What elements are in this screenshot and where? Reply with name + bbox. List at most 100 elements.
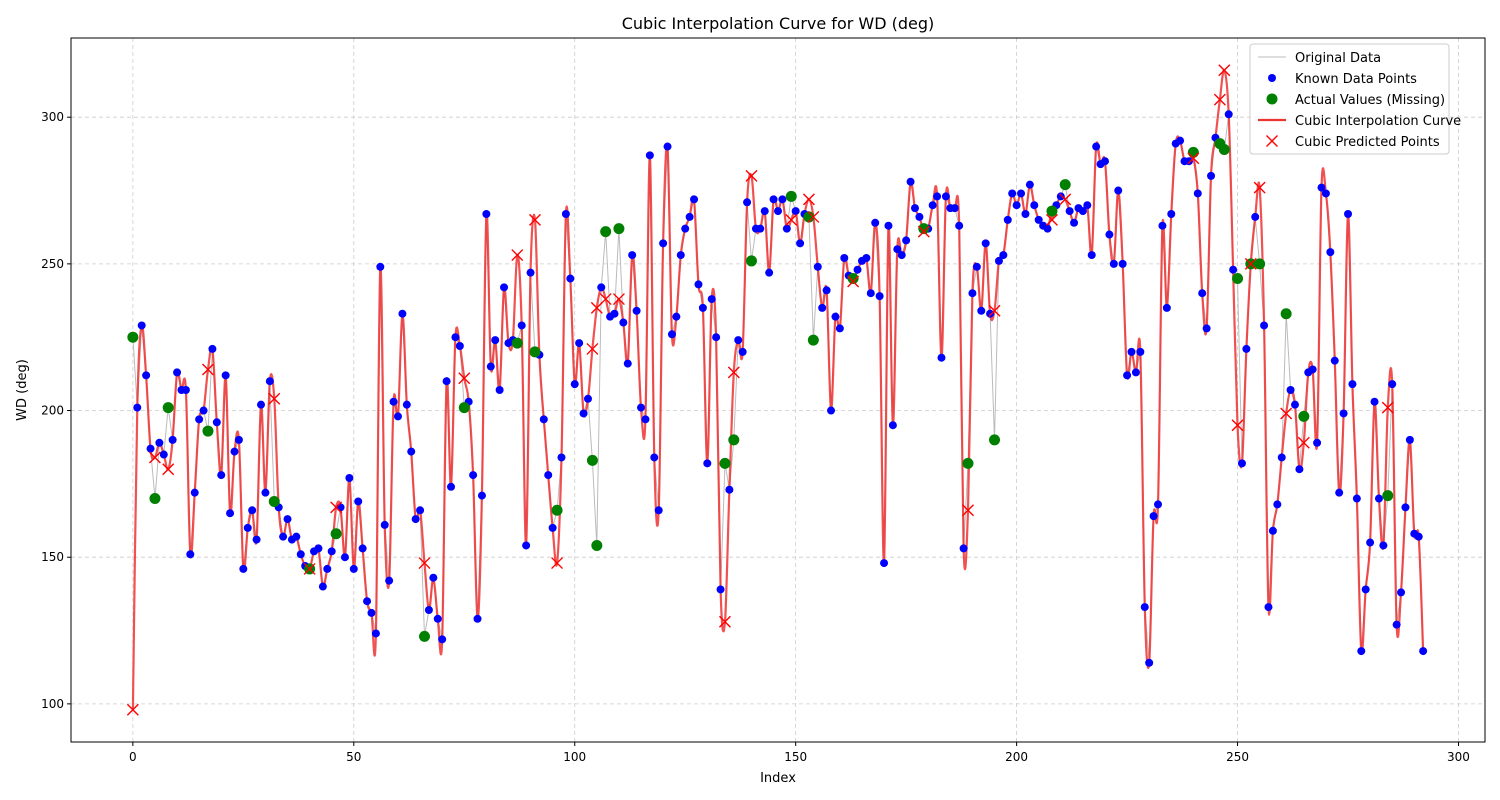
x-tick-label: 100 [563,750,586,764]
known-data-point [579,409,588,418]
known-data-point [438,635,447,644]
known-data-point [685,212,694,221]
known-data-point [619,318,628,327]
actual-missing-point [529,346,541,358]
cubic-predicted-point [785,213,798,226]
known-data-point [1070,218,1079,227]
known-data-point [429,573,438,582]
known-data-point [774,207,782,216]
known-data-point [314,544,323,553]
actual-missing-point [586,454,598,466]
known-data-point [778,195,787,204]
known-data-point [327,547,336,556]
known-data-point [402,400,411,409]
known-data-point [221,371,230,380]
known-data-point [243,523,252,532]
cubic-predicted-point [268,392,281,405]
actual-missing-point [1254,258,1266,270]
legend-marker-actual [1266,93,1278,105]
cubic-predicted-point [599,293,612,306]
known-data-point [473,614,482,623]
cubic-predicted-point [551,557,564,570]
cubic-predicted-point [745,169,758,182]
known-data-point [482,210,491,218]
cubic-predicted-point [1231,419,1244,432]
known-data-point [561,210,570,218]
known-data-point [517,321,526,330]
known-data-point [977,306,986,315]
y-tick-label: 100 [41,697,64,711]
known-data-point [283,515,292,524]
known-data-point [416,506,425,515]
grid [71,38,1485,742]
known-data-point [1370,397,1379,406]
known-data-point [389,397,398,406]
actual-missing-point [807,334,819,346]
known-data-point [1034,215,1043,224]
cubic-predicted-point [148,451,161,464]
known-data-point [650,453,659,462]
known-data-point [690,195,699,204]
known-data-point [1388,380,1397,389]
actual-missing-point [613,223,625,235]
known-data-point [915,212,924,221]
known-data-point [371,629,380,638]
known-data-point [340,553,349,562]
cubic-predicted-point [162,463,175,476]
known-data-point [570,380,579,389]
legend-box [1249,43,1450,155]
known-data-point [1308,365,1317,374]
known-data-point [557,453,566,462]
known-data-point [628,251,637,260]
known-data-point [1237,459,1246,468]
actual-missing-point [803,211,815,223]
known-data-point [1083,201,1092,210]
known-data-point [146,444,155,453]
known-data-point [707,295,716,304]
known-data-point [491,336,500,345]
known-data-point [318,582,327,591]
actual-missing-point [728,434,740,446]
known-data-point [853,265,862,274]
legend-label: Cubic Predicted Points [1295,135,1440,150]
known-data-point [1136,347,1145,356]
known-data-point [999,251,1008,260]
known-data-point [1414,532,1423,541]
known-data-point [1092,142,1101,151]
known-data-point [703,459,712,468]
known-data-point [1202,324,1211,333]
x-tick-label: 300 [1447,750,1470,764]
cubic-predicted-point [802,193,815,206]
known-data-point [234,435,243,444]
known-data-point [968,289,977,298]
plot-area [71,38,1485,742]
known-data-point [1207,171,1216,180]
known-data-point [1260,321,1269,330]
x-tick-label: 0 [129,750,137,764]
known-data-point [336,503,345,512]
cubic-predicted-point [1045,213,1058,226]
known-data-point [818,303,827,312]
ticks-layer: 0 50 100 150 200 250 300 100 150 200 250 300 [41,110,1470,764]
actual-missing-point [785,190,797,202]
known-data-point [447,482,456,491]
known-data-point [1273,500,1282,509]
cubic-predicted-point [1213,93,1226,106]
actual-missing-point [1298,410,1310,422]
actual-missing-point [1187,146,1199,158]
known-data-point [791,207,800,216]
actual-missing-point [1046,205,1058,217]
known-data-point [950,204,959,213]
known-data-point [1348,380,1357,389]
legend-label: Cubic Interpolation Curve [1295,114,1461,129]
known-data-point [672,312,681,321]
known-data-point [1379,541,1388,550]
actual-missing-point [719,457,731,469]
known-data-point [1017,189,1026,198]
known-data-point [1419,647,1428,656]
x-axis-label: Index [760,771,796,786]
known-data-point [623,359,632,368]
known-data-point [1021,210,1030,218]
actual-missing-point [989,434,1001,446]
known-data-point [1162,303,1171,312]
